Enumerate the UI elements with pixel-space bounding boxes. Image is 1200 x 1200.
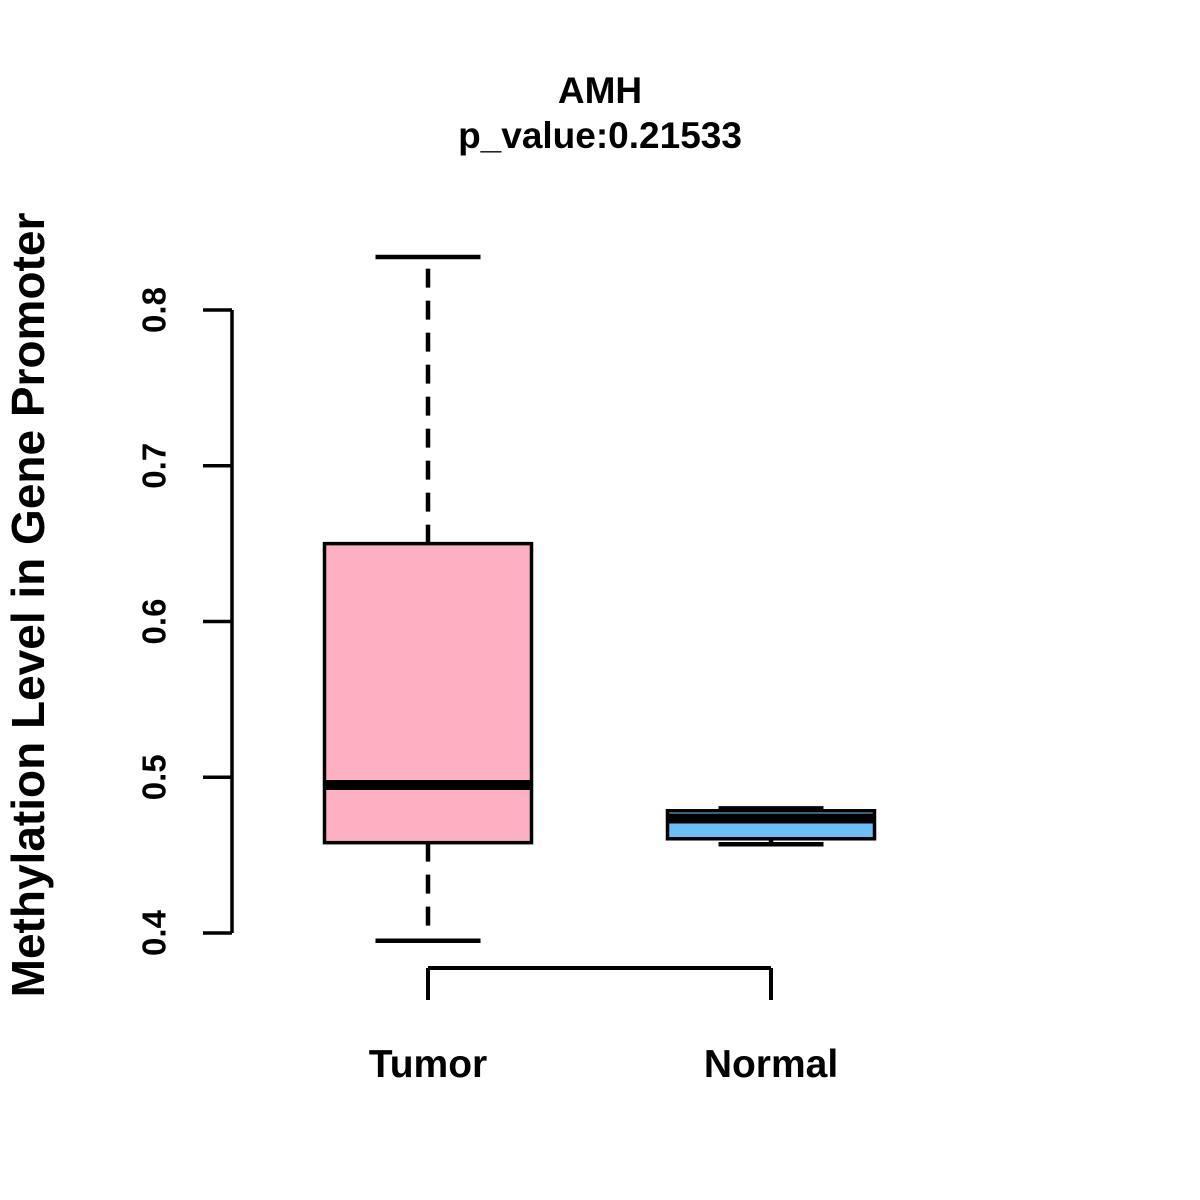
boxes-layer <box>322 254 877 944</box>
y-tick-label: 0.8 <box>136 287 173 333</box>
x-category-label: Normal <box>704 1043 838 1086</box>
y-tick-label: 0.6 <box>136 599 173 645</box>
y-axis-title: Methylation Level in Gene Promoter <box>2 213 54 998</box>
chart-subtitle: p_value:0.21533 <box>458 115 742 156</box>
boxplot-tumor <box>322 254 534 944</box>
y-axis: 0.4 0.5 0.6 0.7 0.8 <box>136 287 234 956</box>
x-category-label: Tumor <box>369 1043 487 1086</box>
y-tick-label: 0.4 <box>136 909 173 956</box>
y-tick-label: 0.7 <box>136 443 173 489</box>
y-tick-label: 0.5 <box>136 754 173 800</box>
boxplot-normal <box>665 806 877 847</box>
x-axis: Tumor Normal <box>369 966 838 1086</box>
chart-title: AMH <box>558 70 642 111</box>
iqr-box <box>322 541 534 845</box>
